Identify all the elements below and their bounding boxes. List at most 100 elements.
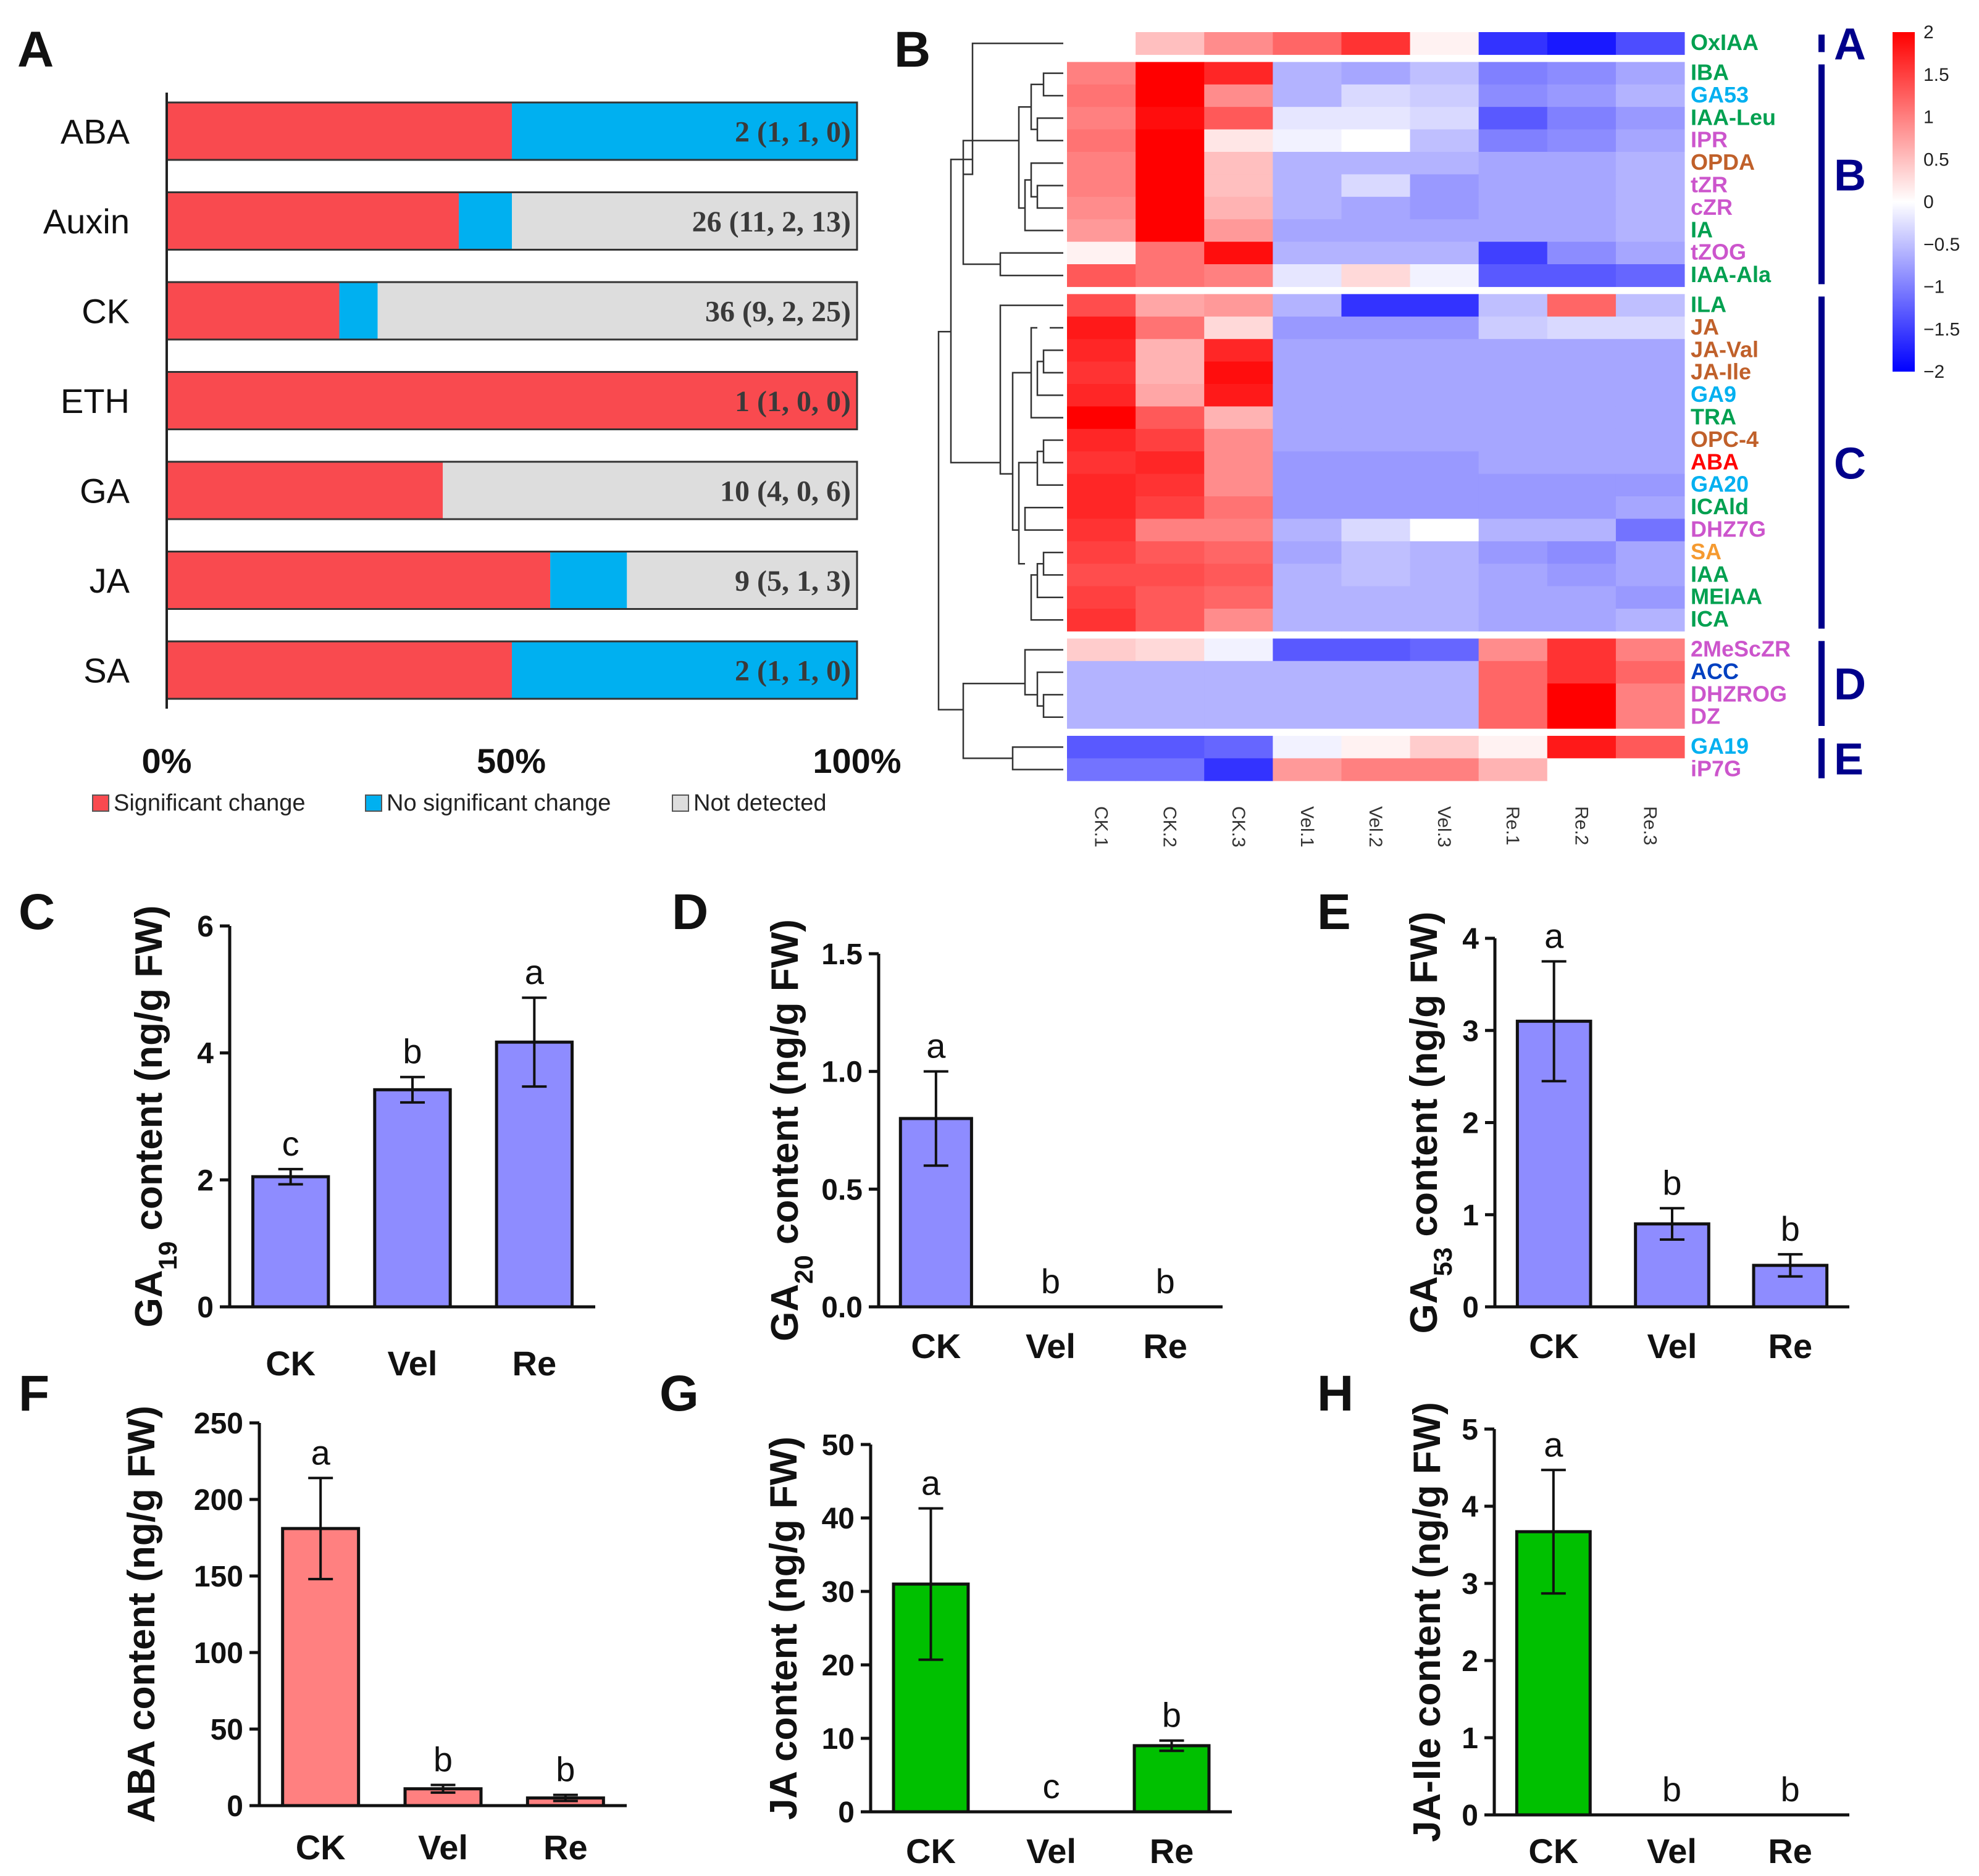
heatmap-cell (1136, 638, 1205, 662)
heatmap-cell (1615, 683, 1685, 707)
heatmap-cell (1067, 406, 1136, 430)
heatmap-cell (1410, 736, 1479, 759)
heatmap-cell (1615, 174, 1685, 198)
heatmap-cell (1341, 519, 1411, 542)
heatmap-cell (1547, 241, 1617, 265)
dendrogram-link (1042, 551, 1050, 576)
dendrogram-link (1042, 72, 1050, 97)
heatmap-cell (1547, 384, 1617, 407)
heatmap-cell (1478, 339, 1548, 362)
y-axis-label-sub: 20 (789, 1255, 818, 1284)
heatmap-cell (1273, 84, 1342, 107)
heatmap-cell (1547, 339, 1617, 362)
dendrogram-link (999, 304, 1050, 475)
heatmap-cell (1067, 384, 1136, 407)
heatmap-cell (1067, 62, 1136, 85)
heatmap-cell (1547, 428, 1617, 452)
y-axis-label-main: GA (764, 1284, 806, 1341)
heatmap-cell (1341, 473, 1411, 497)
heatmap-cell (1547, 196, 1617, 220)
heatmap-cell (1067, 339, 1136, 362)
heatmap-cell (1136, 107, 1205, 130)
cluster-label: C (1834, 439, 1866, 488)
heatmap-cell (1547, 107, 1617, 130)
heatmap-cell (1478, 361, 1548, 385)
heatmap-cell (1067, 32, 1136, 55)
heatmap-cell (1136, 339, 1205, 362)
significance-letter: b (1662, 1770, 1681, 1809)
heatmap-cell (1615, 294, 1685, 317)
heatmap-cell (1273, 683, 1342, 707)
x-tick-label: Re (1150, 1832, 1194, 1870)
heatmap-cell (1341, 294, 1411, 317)
heatmap-cell (1410, 406, 1479, 430)
heatmap-cell (1341, 428, 1411, 452)
heatmap-cell (1410, 339, 1479, 362)
x-tick-label: Vel (388, 1344, 438, 1383)
significance-letter: a (311, 1433, 331, 1472)
heatmap-cell (1615, 316, 1685, 340)
y-tick-label: 50 (211, 1714, 243, 1746)
y-tick-label: 3 (1462, 1015, 1479, 1048)
heatmap-cell (1341, 736, 1411, 759)
significance-letter: a (926, 1027, 946, 1065)
y-axis-label: GA19 content (ng/g FW) (128, 906, 182, 1328)
heatmap-cell (1547, 586, 1617, 609)
heatmap-cell (1410, 384, 1479, 407)
row-label: GA20 (1691, 472, 1749, 497)
dendrogram-link (937, 330, 963, 711)
heatmap-cell (1204, 706, 1273, 729)
heatmap-cell (1136, 294, 1205, 317)
significance-letter: a (1544, 1425, 1563, 1464)
heatmap-cell (1204, 683, 1273, 707)
row-label: IAA-Ala (1691, 262, 1772, 287)
heatmap-cell (1410, 473, 1479, 497)
dendrogram-link (962, 140, 1019, 265)
x-tick-label: Re (1143, 1327, 1187, 1365)
column-label: CK.3 (1228, 806, 1249, 848)
y-tick-label: 0.5 (821, 1174, 863, 1206)
heatmap-cell (1615, 706, 1685, 729)
row-label: OxIAA (1691, 30, 1759, 55)
heatmap-cell (1547, 473, 1617, 497)
row-label: ILA (1691, 292, 1726, 317)
y-axis-label: GA53 content (ng/g FW) (1403, 912, 1457, 1334)
heatmap-cell (1204, 294, 1273, 317)
heatmap-cell (1341, 706, 1411, 729)
x-tick-label: Re (1768, 1327, 1813, 1365)
row-label: GA53 (1691, 82, 1749, 107)
heatmap-cell (1067, 152, 1136, 175)
dendrogram-link (1036, 450, 1050, 486)
bar-value-label: 2 (1, 1, 0) (735, 116, 851, 149)
row-label: OPC-4 (1691, 427, 1759, 452)
bar-value-label: 36 (9, 2, 25) (705, 296, 851, 328)
scale-tick-label: 1 (1923, 107, 1934, 128)
heatmap-cell (1615, 62, 1685, 85)
heatmap-cell (1615, 219, 1685, 243)
significance-letter: c (1043, 1767, 1060, 1806)
x-tick-label: CK (266, 1344, 316, 1383)
heatmap-cell (1204, 384, 1273, 407)
heatmap-cell (1273, 428, 1342, 452)
dendrogram-link (963, 42, 1050, 175)
heatmap-cell (1547, 661, 1617, 684)
heatmap-cell (1547, 564, 1617, 587)
category-label: GA (80, 472, 130, 511)
heatmap-cell (1204, 339, 1273, 362)
x-tick-label: Re (543, 1828, 588, 1867)
heatmap-cell (1204, 152, 1273, 175)
column-label: Re.3 (1639, 806, 1660, 845)
heatmap-cell (1204, 196, 1273, 220)
stacked-bar-segment (167, 372, 857, 430)
heatmap-cell (1547, 264, 1617, 287)
heatmap-cell (1136, 84, 1205, 107)
heatmap-cell (1136, 564, 1205, 587)
scale-tick-label: −1 (1923, 277, 1944, 298)
heatmap-cell (1547, 406, 1617, 430)
heatmap-cell (1410, 451, 1479, 475)
x-tick-label: Vel (1026, 1327, 1076, 1365)
heatmap-cell (1478, 519, 1548, 542)
heatmap-cell (1341, 152, 1411, 175)
panel-d-letter: D (672, 884, 708, 940)
